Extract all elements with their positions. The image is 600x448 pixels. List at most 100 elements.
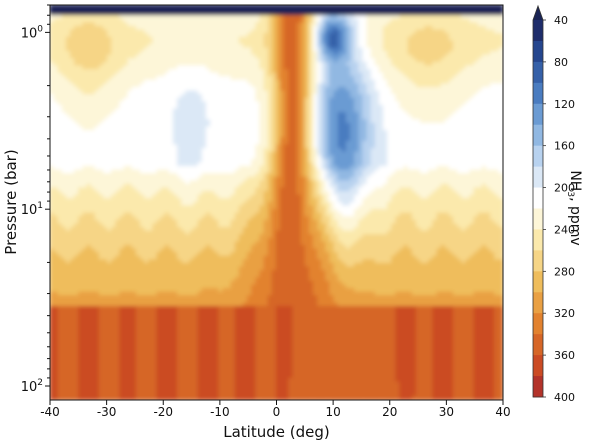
field-cell — [230, 36, 236, 42]
field-cell — [428, 65, 434, 71]
field-cell — [461, 97, 467, 103]
field-cell — [102, 15, 109, 20]
field-cell — [415, 47, 422, 53]
field-cell — [160, 97, 166, 103]
field-cell — [424, 33, 430, 38]
field-cell — [461, 65, 467, 71]
field-cell — [197, 140, 203, 146]
field-cell — [69, 115, 76, 121]
field-cell — [115, 122, 121, 128]
field-cell — [210, 18, 216, 24]
field-cell — [345, 83, 352, 89]
field-cell — [415, 15, 422, 20]
field-cell — [135, 29, 142, 35]
field-cell — [172, 43, 179, 49]
field-cell — [391, 47, 397, 53]
field-cell — [242, 86, 249, 92]
field-cell — [300, 90, 306, 96]
field-cell — [473, 51, 479, 56]
field-cell — [119, 94, 125, 99]
field-cell — [490, 126, 496, 132]
field-cell — [189, 158, 195, 164]
field-cell — [465, 104, 471, 110]
field-cell — [69, 137, 76, 143]
field-cell — [292, 83, 298, 89]
field-cell — [57, 144, 63, 150]
field-cell — [82, 112, 88, 117]
field-cell — [366, 61, 372, 67]
field-cell — [78, 83, 84, 89]
field-cell — [185, 72, 191, 78]
field-cell — [399, 25, 405, 31]
field-cell — [395, 22, 401, 28]
field-cell — [61, 51, 68, 56]
field-cell — [78, 76, 84, 82]
field-cell — [177, 76, 183, 82]
field-cell — [94, 133, 101, 139]
field-cell — [498, 104, 503, 110]
field-cell — [448, 144, 455, 150]
field-cell — [255, 115, 261, 121]
field-cell — [473, 90, 479, 96]
field-cell — [420, 115, 426, 121]
field-cell — [440, 69, 446, 74]
field-cell — [172, 58, 179, 64]
field-cell — [358, 69, 364, 74]
field-cell — [444, 7, 451, 13]
field-cell — [436, 151, 442, 157]
field-cell — [288, 33, 294, 38]
field-cell — [86, 69, 92, 74]
field-cell — [465, 126, 471, 132]
field-cell — [308, 115, 315, 121]
field-cell — [127, 22, 133, 28]
field-cell — [304, 137, 311, 143]
field-cell — [490, 76, 496, 82]
field-cell — [374, 25, 381, 31]
field-cell — [127, 137, 133, 143]
field-cell — [362, 108, 368, 114]
field-cell — [61, 79, 68, 85]
field-cell — [432, 137, 438, 143]
field-cell — [119, 162, 125, 168]
field-cell — [123, 86, 129, 92]
field-cell — [358, 86, 364, 92]
field-cell — [308, 15, 315, 20]
field-cell — [140, 61, 146, 67]
field-cell — [185, 43, 191, 49]
field-cell — [485, 5, 492, 10]
field-cell — [370, 5, 376, 10]
field-cell — [164, 33, 171, 38]
field-cell — [477, 140, 484, 146]
field-cell — [177, 5, 183, 10]
field-cell — [415, 133, 422, 139]
field-cell — [201, 54, 208, 60]
field-cell — [362, 58, 368, 64]
field-cell — [181, 54, 187, 60]
field-cell — [341, 122, 348, 128]
field-cell — [185, 61, 191, 67]
field-cell — [102, 162, 109, 168]
field-cell — [148, 137, 154, 143]
field-cell — [263, 112, 269, 117]
field-cell — [156, 155, 162, 161]
field-cell — [251, 108, 257, 114]
field-cell — [399, 115, 405, 121]
field-cell — [469, 47, 475, 53]
field-cell — [312, 36, 319, 42]
field-cell — [284, 40, 290, 46]
field-cell — [61, 162, 68, 168]
field-cell — [382, 137, 389, 143]
field-cell — [148, 79, 154, 85]
field-cell — [292, 51, 298, 56]
field-cell — [440, 22, 446, 28]
field-cell — [382, 54, 389, 60]
field-cell — [230, 137, 236, 143]
field-cell — [222, 33, 228, 38]
field-cell — [280, 140, 286, 146]
field-cell — [119, 11, 125, 17]
field-cell — [436, 108, 442, 114]
field-cell — [230, 140, 236, 146]
field-cell — [448, 7, 455, 13]
field-cell — [461, 11, 467, 17]
field-cell — [395, 144, 401, 150]
